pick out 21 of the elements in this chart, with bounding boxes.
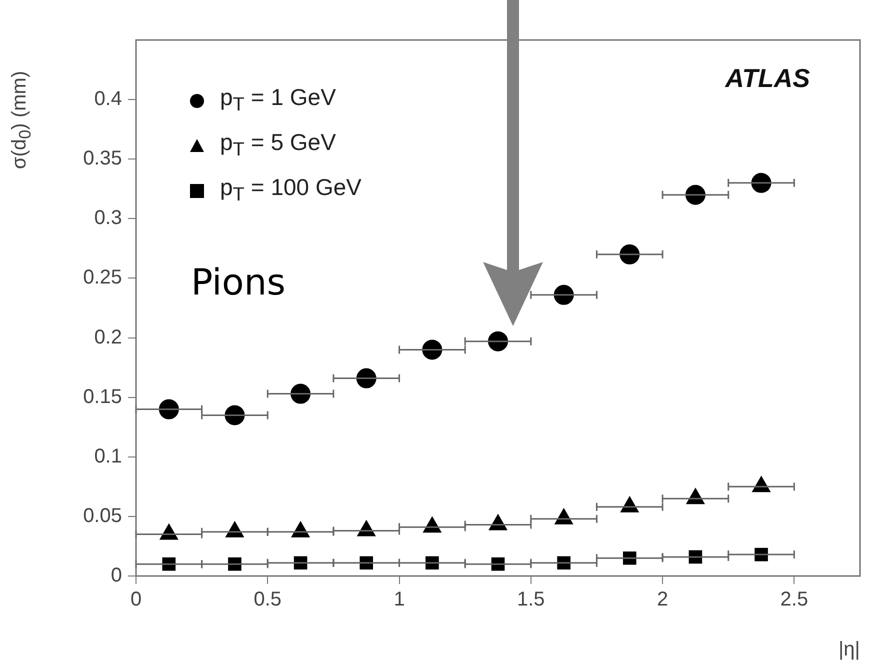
legend-label: p$_{T}$ = 100 GeV xyxy=(220,174,362,207)
x-tick-label: 2.5 xyxy=(780,588,808,611)
legend-label: p$_{T}$ = 5 GeV xyxy=(220,129,336,162)
y-tick-label: 0 xyxy=(110,564,122,587)
y-tick-label: 0.3 xyxy=(94,207,122,230)
x-tick-label: 0 xyxy=(130,588,142,611)
x-tick-label: 1 xyxy=(394,588,405,611)
y-tick-label: 0.25 xyxy=(83,266,122,289)
y-tick-label: 0.15 xyxy=(83,386,122,408)
annotation: Pions xyxy=(191,262,286,304)
x-tick-label: 1.5 xyxy=(517,588,545,611)
legend-label: p$_{T}$ = 1 GeV xyxy=(220,84,336,117)
x-tick-label: 2 xyxy=(656,588,668,611)
x-axis-title: |η| xyxy=(838,638,860,661)
y-tick-label: 0.2 xyxy=(94,326,122,348)
y-tick-label: 0.05 xyxy=(83,504,122,527)
y-tick-label: 0.4 xyxy=(94,88,122,110)
annotation: ATLAS xyxy=(724,63,811,94)
y-tick-label: 0.1 xyxy=(94,445,122,468)
y-tick-label: 0.35 xyxy=(83,148,122,170)
x-tick-label: 0.5 xyxy=(254,588,282,611)
